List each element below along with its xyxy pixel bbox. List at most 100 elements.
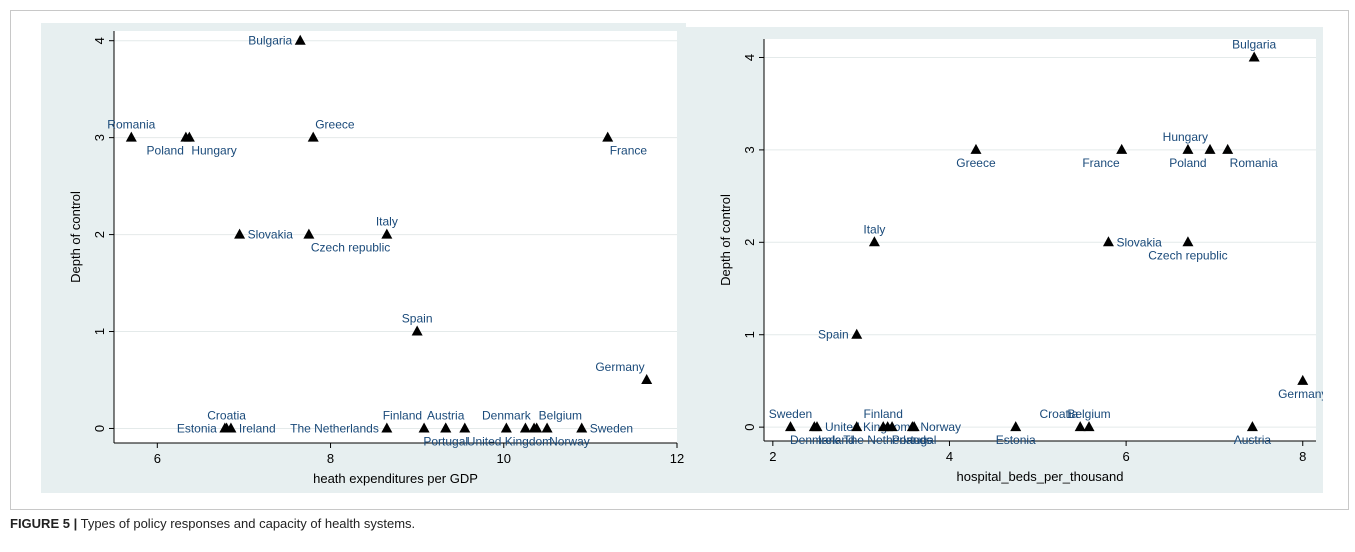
data-point-marker (528, 422, 540, 433)
scatter-chart-hospital-beds: 0 1 2 3 4 2 4 6 8 hospital_beds_per_thousand Depth… (718, 37, 1323, 484)
data-point-label: Norway (549, 434, 590, 448)
data-point-marker (1204, 143, 1216, 154)
data-point-marker (970, 143, 982, 154)
data-point-marker (851, 328, 863, 339)
data-point-label: Estonia (996, 433, 1036, 447)
data-point-label: Sweden (590, 421, 633, 435)
data-point-label: Poland (147, 144, 184, 158)
y-tick-label: 3 (92, 134, 107, 141)
x-tick-label: 8 (1299, 449, 1306, 464)
data-point-label: Belgium (1067, 407, 1110, 421)
data-point-marker (1102, 236, 1114, 247)
data-point-marker (886, 421, 898, 432)
data-point-label: Ireland (239, 421, 276, 435)
data-point-marker (877, 421, 889, 432)
data-point-label: Greece (956, 156, 996, 170)
data-point-marker (1248, 51, 1260, 62)
x-axis-title: heath expenditures per GDP (313, 471, 478, 486)
data-point-marker (1182, 236, 1194, 247)
data-point-marker (1074, 421, 1086, 432)
data-point-label: Italy (863, 222, 885, 236)
data-point-marker (1182, 143, 1194, 154)
y-tick-label: 2 (742, 239, 757, 246)
figure-caption: FIGURE 5 | Types of policy responses and… (10, 516, 415, 531)
data-point-label: The Netherlands (290, 421, 379, 435)
y-axis-title: Depth of control (68, 191, 83, 283)
x-axis-title: hospital_beds_per_thousand (957, 469, 1124, 484)
data-point-label: Denmark (790, 433, 840, 447)
data-point-label: Portugal (892, 433, 937, 447)
x-tick-label: 10 (497, 451, 511, 466)
data-point-label: Austria (1234, 433, 1272, 447)
data-point-marker (440, 422, 452, 433)
data-point-label: Norway (920, 420, 961, 434)
x-tick-label: 12 (670, 451, 684, 466)
x-tick-label: 6 (1122, 449, 1129, 464)
data-point-marker (519, 422, 531, 433)
data-point-marker (1083, 421, 1095, 432)
data-point-marker (418, 422, 430, 433)
data-point-marker (500, 422, 512, 433)
data-point-marker (1010, 421, 1022, 432)
data-point-marker (1297, 374, 1309, 385)
data-point-marker (784, 421, 796, 432)
data-point-label: France (610, 144, 648, 158)
data-point-label: Czech republic (1148, 248, 1227, 262)
data-point-label: Hungary (1163, 130, 1208, 144)
data-point-label: Germany (1278, 387, 1323, 401)
data-point-label: Austria (427, 408, 465, 422)
data-point-label: Bulgaria (248, 34, 292, 48)
data-point-marker (602, 131, 614, 142)
y-tick-label: 0 (92, 425, 107, 432)
data-point-label: Greece (315, 118, 355, 132)
figure-caption-text: Types of policy responses and capacity o… (80, 516, 416, 531)
data-point-marker (1246, 421, 1258, 432)
y-tick-label: 4 (742, 54, 757, 61)
y-tick-label: 3 (742, 146, 757, 153)
data-point-label: Czech republic (311, 241, 390, 255)
x-tick-label: 6 (154, 451, 161, 466)
data-point-marker (125, 131, 137, 142)
figure-caption-label: FIGURE 5 | (10, 516, 78, 531)
data-point-label: Finland (864, 407, 903, 421)
x-tick-label: 2 (769, 449, 776, 464)
data-point-marker (411, 325, 423, 336)
data-point-marker (183, 131, 195, 142)
data-point-label: Poland (1169, 156, 1206, 170)
data-point-label: Estonia (177, 421, 217, 435)
plot-area (114, 31, 677, 443)
data-point-label: United Kingdom (825, 420, 910, 434)
data-point-label: Spain (402, 312, 433, 326)
plot-area (764, 39, 1316, 441)
data-point-label: Italy (376, 215, 398, 229)
data-point-label: Slovakia (1116, 235, 1162, 249)
data-point-label: Finland (383, 408, 422, 422)
data-point-marker (1222, 143, 1234, 154)
y-tick-label: 1 (92, 328, 107, 335)
data-point-label: Slovakia (248, 228, 294, 242)
data-point-marker (851, 421, 863, 432)
data-point-marker (225, 422, 237, 433)
data-point-label: Denmark (482, 408, 532, 422)
data-point-label: The Netherlands (843, 433, 932, 447)
data-point-marker (868, 236, 880, 247)
x-tick-label: 4 (946, 449, 953, 464)
data-point-label: Hungary (191, 144, 236, 158)
chart-panel-health-expenditures: 0 1 2 3 4 6 8 10 12 heath expenditures per GDP Dep… (41, 23, 686, 493)
data-point-marker (307, 131, 319, 142)
data-point-marker (303, 228, 315, 239)
data-point-marker (234, 228, 246, 239)
data-point-label: Croatia (207, 408, 246, 422)
data-point-label: Romania (107, 118, 155, 132)
data-point-label: Croatia (1039, 407, 1078, 421)
data-point-label: Germany (595, 360, 644, 374)
x-tick-label: 8 (327, 451, 334, 466)
data-point-marker (294, 34, 306, 45)
data-point-marker (1116, 143, 1128, 154)
data-point-label: Portugal (423, 434, 468, 448)
data-point-label: France (1082, 156, 1120, 170)
data-point-marker (459, 422, 471, 433)
y-tick-label: 0 (742, 424, 757, 431)
data-point-label: Ireland (818, 433, 855, 447)
